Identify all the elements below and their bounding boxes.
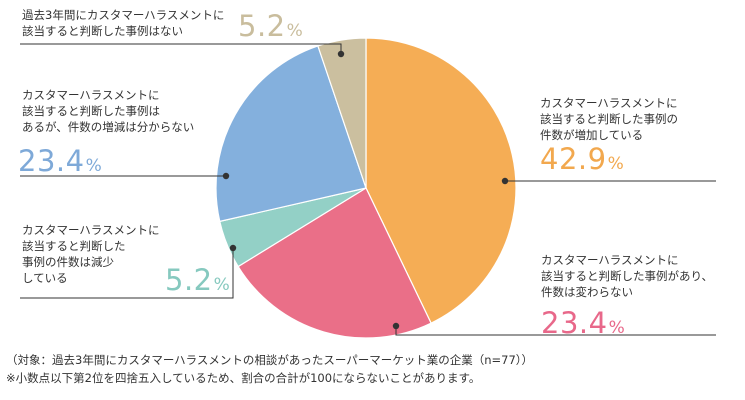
label-same-line-3: 件数は変わらない (541, 285, 633, 299)
label-decrease-line-1: カスタマーハラスメントに (22, 223, 160, 237)
label-none-line-2: 該当すると判断した事例はない (22, 24, 183, 38)
label-unknown-line-1: カスタマーハラスメントに (22, 88, 160, 102)
label-decrease-line-4: している (22, 271, 68, 285)
label-same-line-1: カスタマーハラスメントに (541, 253, 679, 267)
leader-decrease-line (20, 248, 234, 299)
label-increase: カスタマーハラスメントに 該当すると判断した事例の 件数が増加している (540, 95, 678, 143)
value-none: 5.2% (238, 9, 304, 43)
label-increase-line-2: 該当すると判断した事例の (540, 112, 678, 126)
leader-unknown-dot (222, 172, 230, 180)
label-unknown-line-2: 該当すると判断した事例は (22, 104, 160, 118)
slice-same (237, 187, 432, 339)
leader-same-dot (392, 322, 400, 330)
pie-slices (215, 37, 517, 339)
value-increase: 42.9% (540, 142, 625, 176)
value-unknown: 23.4% (18, 144, 103, 178)
label-unknown: カスタマーハラスメントに 該当すると判断した事例は あるが、件数の増減は分からな… (22, 87, 194, 135)
label-same-line-2: 該当すると判断した事例があり、 (541, 269, 714, 283)
label-increase-line-3: 件数が増加している (540, 128, 644, 142)
label-decrease-line-3: 事例の件数は減少 (22, 255, 114, 269)
label-same: カスタマーハラスメントに 該当すると判断した事例があり、 件数は変わらない (541, 252, 713, 300)
label-decrease: カスタマーハラスメントに 該当すると判断した 事例の件数は減少 している (22, 222, 160, 286)
label-increase-line-1: カスタマーハラスメントに (540, 96, 678, 110)
leader-lines (20, 43, 716, 336)
value-decrease: 5.2% (165, 263, 231, 297)
value-same: 23.4% (541, 306, 626, 340)
label-none: 過去3年間にカスタマーハラスメントに 該当すると判断した事例はない (22, 7, 224, 39)
leader-decrease-dot (229, 244, 237, 252)
note-rounding: ※小数点以下第2位を四捨五入しているため、割合の合計が100にならないことがあり… (6, 371, 481, 385)
leader-none-dot (337, 50, 345, 58)
note-target: （対象：過去3年間にカスタマーハラスメントの相談があったスーパーマーケット業の企… (6, 353, 534, 367)
slice-increase (365, 37, 517, 324)
slice-unknown (215, 45, 367, 223)
leader-increase-dot (501, 177, 509, 185)
label-decrease-line-2: 該当すると判断した (22, 239, 126, 253)
label-unknown-line-3: あるが、件数の増減は分からない (22, 120, 195, 134)
leader-none-line (20, 43, 342, 54)
label-none-line-1: 過去3年間にカスタマーハラスメントに (22, 8, 225, 22)
slice-none (317, 37, 367, 189)
